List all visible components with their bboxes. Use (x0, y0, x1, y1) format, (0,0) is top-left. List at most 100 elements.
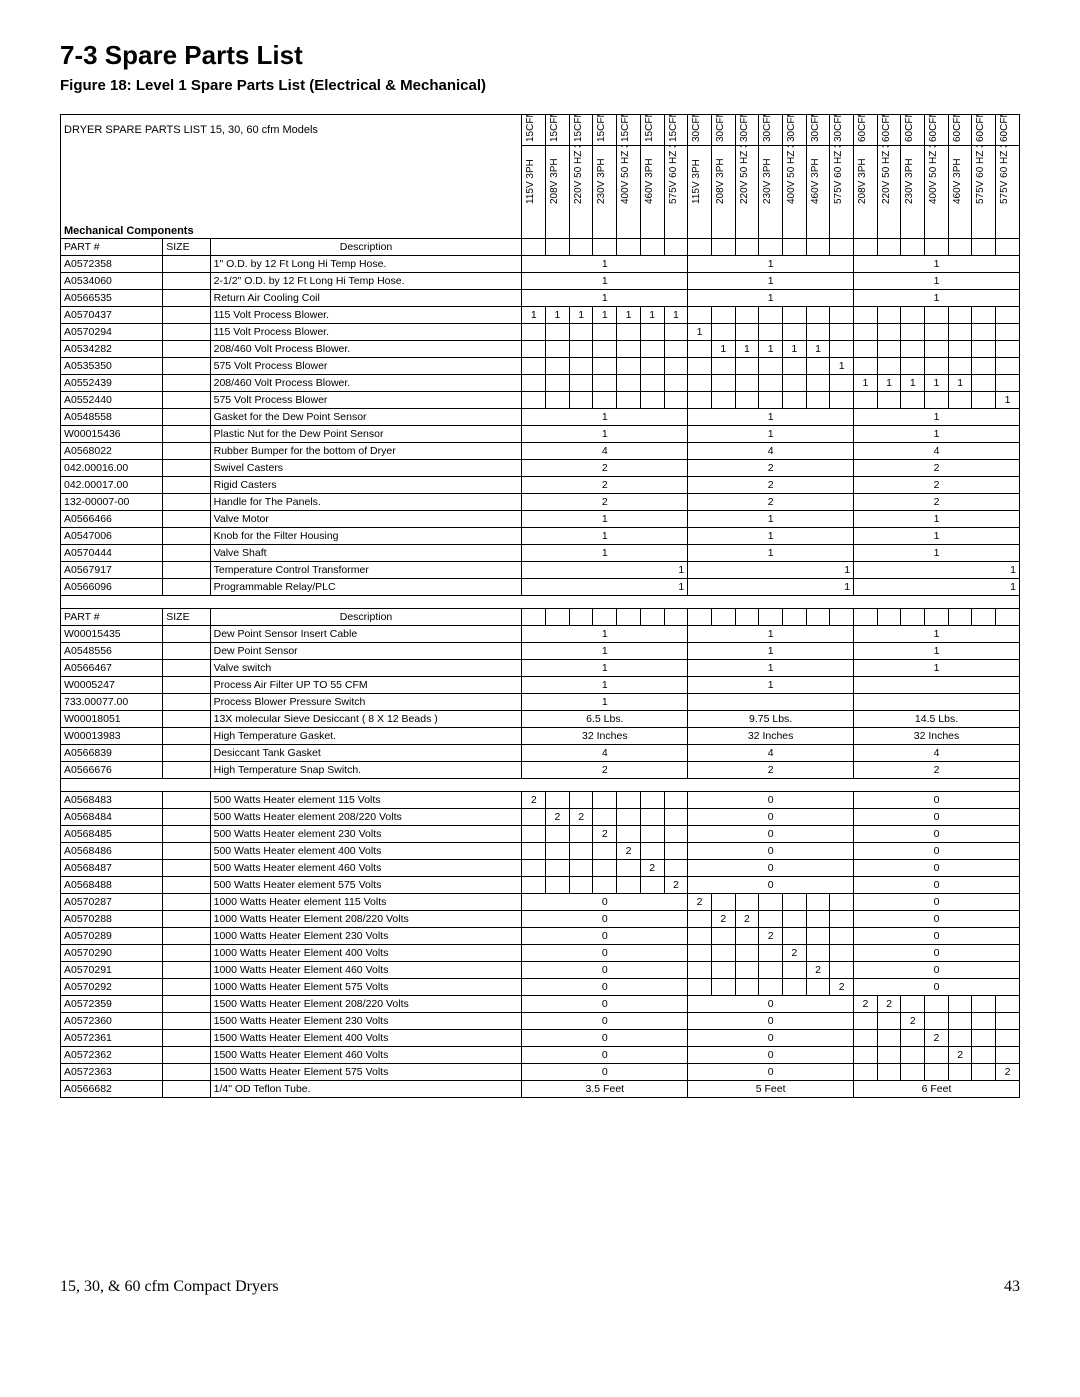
qty-cell (759, 894, 783, 911)
qty-cell (546, 358, 570, 375)
qty-cell: 2 (617, 843, 641, 860)
volt-header: 575V 60 HZ 3PH (830, 146, 854, 239)
qty-cell: 0 (688, 877, 854, 894)
qty-cell: 32 Inches (522, 728, 688, 745)
cfm-header: 60CFM (996, 115, 1020, 146)
qty-cell (996, 375, 1020, 392)
size (163, 341, 210, 358)
size (163, 1081, 210, 1098)
table-row: A0568483500 Watts Heater element 115 Vol… (61, 792, 1020, 809)
part-number: A0568022 (61, 443, 163, 460)
part-number: A0566467 (61, 660, 163, 677)
qty-cell (948, 996, 972, 1013)
qty-cell (688, 911, 712, 928)
volt-header: 400V 50 HZ 3PH (617, 146, 641, 239)
table-row: 042.00017.00Rigid Casters222 (61, 477, 1020, 494)
col-blank (711, 609, 735, 626)
qty-cell: 2 (593, 826, 617, 843)
qty-cell: 0 (688, 809, 854, 826)
table-row: A05702891000 Watts Heater Element 230 Vo… (61, 928, 1020, 945)
description: 1000 Watts Heater element 115 Volts (210, 894, 522, 911)
qty-cell: 1 (522, 579, 688, 596)
qty-cell: 0 (522, 1064, 688, 1081)
description: Process Air Filter UP TO 55 CFM (210, 677, 522, 694)
table-row: W00013983High Temperature Gasket.32 Inch… (61, 728, 1020, 745)
table-row: A05723581" O.D. by 12 Ft Long Hi Temp Ho… (61, 256, 1020, 273)
qty-cell: 2 (522, 494, 688, 511)
qty-cell: 1 (640, 307, 664, 324)
qty-cell: 2 (854, 460, 1020, 477)
qty-cell: 2 (569, 809, 593, 826)
qty-cell: 2 (806, 962, 830, 979)
qty-cell (948, 1030, 972, 1047)
qty-cell: 0 (688, 843, 854, 860)
qty-cell: 1 (522, 409, 688, 426)
cfm-header: 30CFM (806, 115, 830, 146)
qty-cell (996, 1030, 1020, 1047)
qty-cell (664, 843, 688, 860)
qty-cell: 1 (593, 307, 617, 324)
qty-cell (688, 307, 712, 324)
qty-cell (782, 894, 806, 911)
cfm-header: 15CFM (617, 115, 641, 146)
size (163, 1047, 210, 1064)
qty-cell (593, 877, 617, 894)
qty-cell: 1 (688, 426, 854, 443)
qty-cell: 1 (522, 562, 688, 579)
qty-cell (711, 928, 735, 945)
part-number: W00013983 (61, 728, 163, 745)
description: 500 Watts Heater element 575 Volts (210, 877, 522, 894)
qty-cell (593, 843, 617, 860)
qty-cell (522, 809, 546, 826)
part-number: A0570444 (61, 545, 163, 562)
volt-header: 220V 50 HZ 3PH (569, 146, 593, 239)
qty-cell (806, 324, 830, 341)
qty-cell (877, 1030, 901, 1047)
cfm-header: 15CFM (569, 115, 593, 146)
description: 115 Volt Process Blower. (210, 324, 522, 341)
qty-cell: 14.5 Lbs. (854, 711, 1020, 728)
qty-cell (806, 911, 830, 928)
qty-cell (593, 392, 617, 409)
col-blank (854, 609, 878, 626)
qty-cell (972, 1064, 996, 1081)
part-number: A0568484 (61, 809, 163, 826)
qty-cell (617, 792, 641, 809)
qty-cell (925, 392, 949, 409)
cfm-header: 60CFM (854, 115, 878, 146)
qty-cell: 1 (854, 562, 1020, 579)
qty-cell: 1 (854, 528, 1020, 545)
qty-cell (569, 792, 593, 809)
qty-cell: 0 (688, 996, 854, 1013)
qty-cell: 1 (854, 626, 1020, 643)
qty-cell (546, 843, 570, 860)
qty-cell (877, 358, 901, 375)
part-number: A0568485 (61, 826, 163, 843)
qty-cell: 1 (854, 511, 1020, 528)
volt-header: 230V 3PH (901, 146, 925, 239)
qty-cell: 2 (830, 979, 854, 996)
qty-cell (593, 792, 617, 809)
part-number: A0570288 (61, 911, 163, 928)
qty-cell: 2 (996, 1064, 1020, 1081)
part-number: A0572361 (61, 1030, 163, 1047)
qty-cell: 2 (735, 911, 759, 928)
col-blank (782, 609, 806, 626)
qty-cell (711, 979, 735, 996)
qty-cell: 32 Inches (854, 728, 1020, 745)
size (163, 877, 210, 894)
qty-cell (925, 996, 949, 1013)
part-number: A0572359 (61, 996, 163, 1013)
col-blank (546, 239, 570, 256)
figure-caption: Figure 18: Level 1 Spare Parts List (Ele… (60, 77, 1020, 94)
qty-cell (996, 307, 1020, 324)
qty-cell: 1 (688, 511, 854, 528)
qty-cell (546, 792, 570, 809)
qty-cell: 1 (546, 307, 570, 324)
qty-cell (782, 358, 806, 375)
qty-cell: 2 (688, 494, 854, 511)
qty-cell: 4 (522, 745, 688, 762)
table-row: A0567917Temperature Control Transformer1… (61, 562, 1020, 579)
qty-cell: 1 (996, 392, 1020, 409)
volt-header: 575V 60 HZ 3PH (972, 146, 996, 239)
